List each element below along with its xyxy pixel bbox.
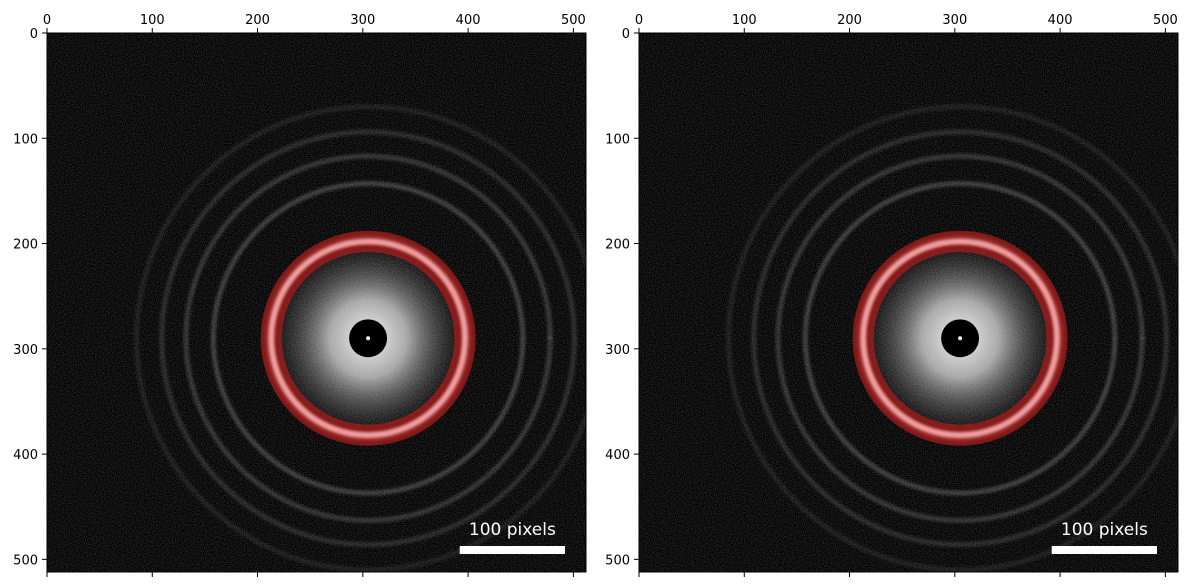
x-tick-label: 100 (732, 13, 757, 28)
x-tick-label: 200 (245, 13, 270, 28)
center-point (958, 336, 963, 341)
x-tick-label: 100 (140, 13, 165, 28)
right-diffraction-panel: 100 pixels 0 100 200 300 400 500 0 100 200 300 400 5… (605, 13, 1179, 577)
speckle-noise (639, 33, 1178, 572)
diffraction-image (47, 33, 586, 572)
axes-frame (638, 32, 1179, 573)
y-tick-label: 0 (30, 27, 38, 42)
x-tick-label: 0 (635, 13, 643, 28)
y-tick-label: 100 (605, 132, 630, 147)
y-tick-label: 100 (13, 132, 38, 147)
y-tick-label: 200 (13, 238, 38, 253)
left-diffraction-panel: 100 pixels 0 100 200 300 400 500 0 100 200 300 400 5… (13, 13, 587, 577)
x-tick-label: 400 (456, 13, 481, 28)
y-tick-label: 0 (622, 27, 630, 42)
y-tick-label: 400 (13, 448, 38, 463)
scalebar-label: 100 pixels (469, 520, 556, 540)
diffraction-image (639, 33, 1178, 572)
center-point (366, 336, 371, 341)
x-tick-label: 300 (350, 13, 375, 28)
mask-peak-ring (268, 238, 468, 439)
y-tick-label: 500 (605, 553, 630, 568)
y-tick-label: 300 (605, 343, 630, 358)
x-tick-label: 0 (43, 13, 51, 28)
scalebar-label: 100 pixels (1061, 520, 1148, 540)
speckle-noise (47, 33, 586, 572)
mask-peak-ring (860, 238, 1060, 439)
scalebar (459, 546, 565, 554)
x-tick-label: 500 (1153, 13, 1178, 28)
x-tick-label: 400 (1048, 13, 1073, 28)
y-tick-label: 400 (605, 448, 630, 463)
x-tick-label: 500 (561, 13, 586, 28)
x-tick-label: 300 (942, 13, 967, 28)
x-tick-label: 200 (837, 13, 862, 28)
scalebar (1051, 546, 1157, 554)
axes-frame (46, 32, 587, 573)
y-tick-label: 500 (13, 553, 38, 568)
y-tick-label: 300 (13, 343, 38, 358)
y-tick-label: 200 (605, 238, 630, 253)
